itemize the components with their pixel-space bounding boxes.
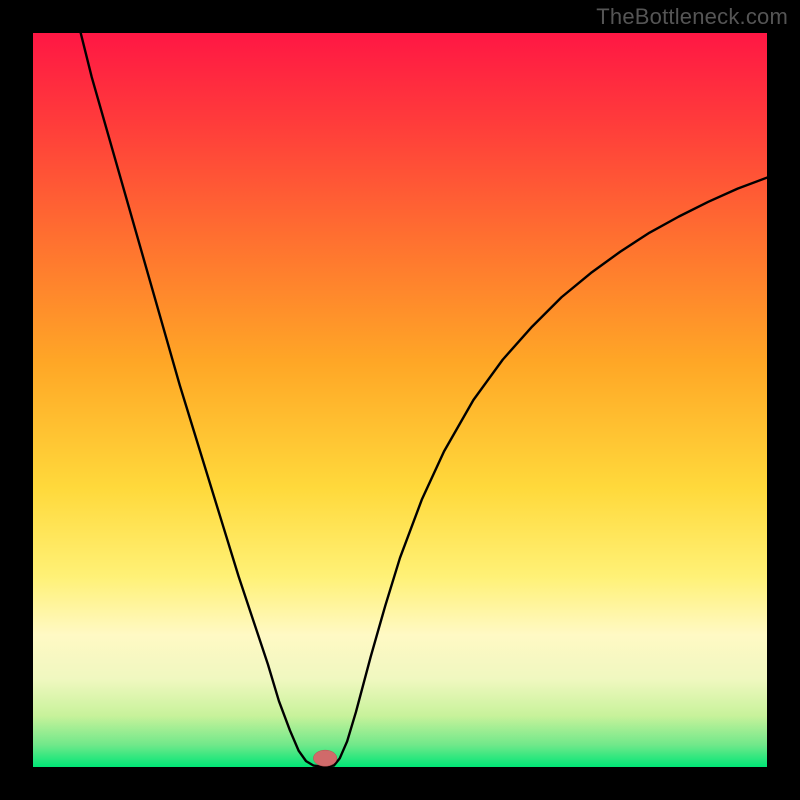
chart-svg [0,0,800,800]
watermark-label: TheBottleneck.com [596,4,788,30]
bottleneck-chart: TheBottleneck.com [0,0,800,800]
optimal-point-marker [313,750,336,766]
chart-plot-area [33,33,767,767]
